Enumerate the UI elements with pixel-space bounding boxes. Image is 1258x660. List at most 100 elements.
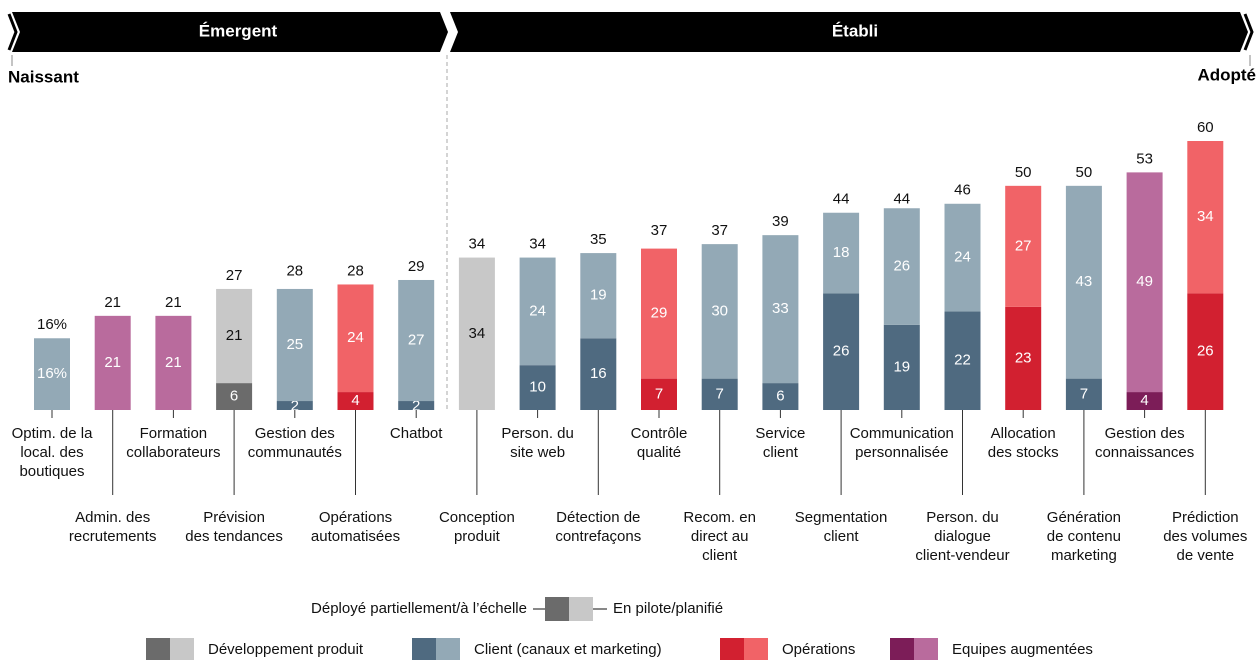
category-label: Gestion des communautés [247,425,342,461]
legend-label: Opérations [782,641,855,658]
segment-label: 29 [651,305,668,322]
category-label: Conception produit [438,509,515,545]
segment-label: 33 [772,300,789,317]
bar-segment [276,288,313,402]
segment-label: 7 [655,385,663,402]
bar-segment [155,315,192,410]
segment-label: 6 [776,388,784,405]
category-label: Opérations automatisées [310,509,401,545]
total-label: 50 [1076,164,1093,181]
segment-label: 34 [1197,208,1214,225]
total-label: 34 [529,236,546,253]
bar-segment [519,257,556,366]
bar-segment [1126,392,1163,410]
bar-segment [580,253,617,339]
segment-label: 27 [1015,237,1032,254]
segment-label: 43 [1076,273,1093,290]
total-label: 39 [772,213,789,230]
legend-swatch [890,638,914,660]
total-label: 60 [1197,119,1214,136]
bar-segment [701,244,738,379]
stage-band [450,12,1248,52]
segment-label: 16 [590,365,607,382]
segment-label: 23 [1015,349,1032,366]
stage-label: Émergent [199,21,278,40]
category-label: Allocation des stocks [987,425,1059,461]
legend-swatch [569,597,593,621]
bar-segment [337,284,374,393]
total-label: 29 [408,258,425,275]
category-label: Segmentation client [794,509,888,545]
bar-segment [823,212,860,294]
bar-segment [762,383,799,410]
bar-segment [762,235,799,384]
bar-segment [1187,141,1224,294]
legend-label: Déployé partiellement/à l’échelle [311,600,527,617]
total-label: 46 [954,182,971,199]
category-label: Gestion des connaissances [1094,425,1195,461]
segment-label: 2 [291,397,299,414]
legend-swatch [170,638,194,660]
category-label: Formation collaborateurs [126,425,221,461]
total-label: 34 [469,236,486,253]
bar-segment [883,208,920,325]
stage-start: Naissant [8,67,79,86]
total-label: 44 [893,191,910,208]
legend-swatch [744,638,768,660]
total-label: 50 [1015,164,1032,181]
category-label: Génération de contenu marketing [1046,509,1121,564]
arrow [7,13,18,51]
segment-label: 26 [833,343,850,360]
segment-label: 6 [230,388,238,405]
segment-label: 34 [469,325,486,342]
segment-label: 2 [412,397,420,414]
stage-end: Adopté [1197,65,1256,84]
segment-label: 4 [351,392,359,409]
segment-label: 21 [165,354,182,371]
legend-swatch [914,638,938,660]
bar-segment [701,378,738,410]
bar-segment [883,324,920,410]
segment-label: 18 [833,244,850,261]
legend-label: Développement produit [208,641,364,658]
legend-swatch [412,638,436,660]
total-label: 28 [347,262,364,279]
legend-swatch [146,638,170,660]
segment-label: 7 [1080,385,1088,402]
segment-label: 21 [226,327,243,344]
segment-label: 24 [529,302,546,319]
bar-segment [519,365,556,410]
bar-segment [641,378,677,410]
bar-segment [823,293,860,410]
segment-label: 19 [893,358,910,375]
segment-label: 24 [347,329,364,346]
stage-band [12,12,448,52]
category-label: Service client [755,425,806,461]
bar-segment [1005,185,1042,307]
total-label: 21 [104,294,121,311]
bar-segment [1065,378,1102,410]
total-label: 37 [711,222,728,239]
category-label: Prédiction des volumes de vente [1163,509,1248,564]
segment-label: 19 [590,287,607,304]
bar-segment [944,203,981,312]
category-label: Admin. des recrutements [68,509,157,545]
total-label: 44 [833,191,850,208]
category-label: Communication personnalisée [849,425,954,461]
category-label: Person. du dialogue client-vendeur [915,509,1010,564]
bar-segment [641,248,677,379]
bar-segment [944,311,981,410]
bar-segment [276,401,313,410]
category-label: Optim. de la local. des boutiques [11,425,93,480]
category-label: Contrôle qualité [630,425,688,461]
total-label: 16% [37,316,67,333]
segment-label: 26 [893,258,910,275]
legend-label: En pilote/planifié [613,600,723,617]
segment-label: 22 [954,352,971,369]
category-label: Détection de contrefaçons [555,509,642,545]
bar-segment [1065,185,1102,379]
total-label: 21 [165,294,182,311]
category-label: Person. du site web [501,425,574,461]
segment-label: 10 [529,379,546,396]
legend-swatch [545,597,569,621]
